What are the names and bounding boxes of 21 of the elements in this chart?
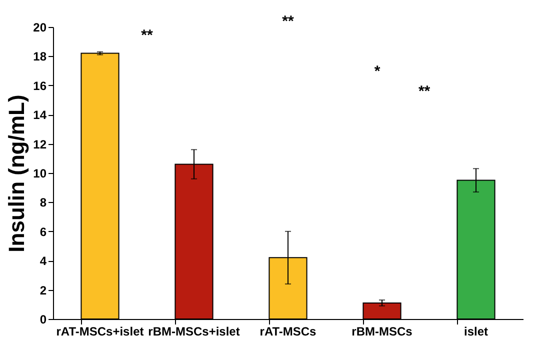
annotation: **	[282, 13, 294, 30]
y-tick-label: 12	[33, 137, 47, 152]
y-tick-label: 18	[33, 50, 47, 64]
x-tick-label: islet	[464, 324, 488, 338]
annotation: *	[374, 62, 380, 80]
x-tick-label: rBM-MSCs+islet	[148, 324, 240, 338]
y-tick-label: 2	[40, 283, 47, 298]
annotation: **	[141, 27, 153, 44]
x-tick-label: rAT-MSCs+islet	[56, 324, 144, 338]
y-axis-title: Insulin (ng/mL)	[4, 94, 30, 252]
x-tick-label: rBM-MSCs	[352, 324, 413, 338]
y-tick-label: 0	[40, 312, 47, 326]
y-tick-label: 16	[33, 78, 47, 93]
y-tick-label: 20	[33, 20, 47, 34]
y-tick-label: 4	[40, 254, 47, 268]
x-tick-label: rAT-MSCs	[260, 324, 317, 338]
y-tick-label: 6	[40, 224, 47, 239]
annotation: **	[418, 83, 430, 100]
y-tick-label: 10	[33, 166, 47, 180]
y-tick-label: 8	[40, 196, 47, 210]
y-tick-label: 14	[33, 108, 47, 122]
